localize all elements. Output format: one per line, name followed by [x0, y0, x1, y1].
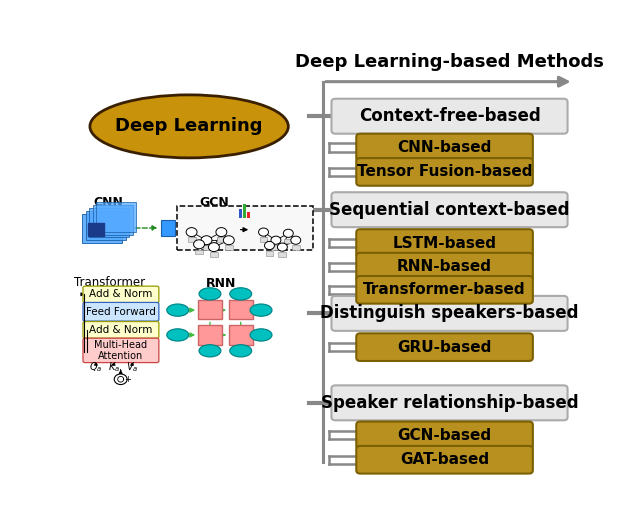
- Text: LSTM-based: LSTM-based: [392, 235, 497, 251]
- Circle shape: [201, 235, 212, 244]
- FancyBboxPatch shape: [161, 220, 175, 236]
- Text: GCN: GCN: [199, 196, 228, 209]
- Ellipse shape: [199, 345, 221, 357]
- FancyBboxPatch shape: [239, 209, 242, 218]
- FancyBboxPatch shape: [188, 238, 196, 242]
- Ellipse shape: [250, 304, 272, 316]
- FancyBboxPatch shape: [332, 296, 568, 331]
- Ellipse shape: [199, 288, 221, 300]
- Circle shape: [264, 241, 275, 250]
- FancyBboxPatch shape: [218, 238, 225, 242]
- Text: Tensor Fusion-based: Tensor Fusion-based: [357, 164, 532, 180]
- FancyBboxPatch shape: [86, 211, 125, 240]
- Circle shape: [284, 229, 293, 238]
- FancyBboxPatch shape: [177, 206, 313, 250]
- FancyBboxPatch shape: [272, 246, 280, 250]
- FancyBboxPatch shape: [97, 202, 136, 232]
- Circle shape: [193, 240, 205, 249]
- Text: Distinguish speakers-based: Distinguish speakers-based: [320, 305, 579, 323]
- Ellipse shape: [230, 288, 252, 300]
- Circle shape: [223, 235, 234, 244]
- Text: Deep Learning: Deep Learning: [115, 117, 263, 135]
- FancyBboxPatch shape: [266, 251, 273, 256]
- Text: Add & Norm: Add & Norm: [89, 325, 152, 335]
- Ellipse shape: [167, 329, 189, 341]
- Text: Transformer: Transformer: [74, 276, 145, 289]
- Ellipse shape: [167, 304, 189, 316]
- FancyBboxPatch shape: [93, 205, 132, 234]
- Circle shape: [271, 236, 281, 244]
- Text: GCN-based: GCN-based: [397, 428, 492, 443]
- FancyBboxPatch shape: [278, 252, 286, 257]
- Ellipse shape: [90, 95, 288, 158]
- Circle shape: [209, 243, 220, 252]
- FancyBboxPatch shape: [356, 253, 533, 280]
- FancyBboxPatch shape: [332, 385, 568, 420]
- FancyBboxPatch shape: [260, 238, 268, 242]
- Text: RNN-based: RNN-based: [397, 259, 492, 274]
- Text: Add & Norm: Add & Norm: [89, 289, 152, 299]
- FancyBboxPatch shape: [83, 338, 159, 363]
- FancyBboxPatch shape: [83, 303, 159, 321]
- FancyBboxPatch shape: [229, 300, 253, 319]
- FancyBboxPatch shape: [90, 208, 129, 238]
- FancyBboxPatch shape: [356, 276, 533, 304]
- FancyBboxPatch shape: [356, 229, 533, 257]
- Text: $K_a$: $K_a$: [108, 360, 120, 374]
- FancyBboxPatch shape: [202, 246, 211, 250]
- FancyBboxPatch shape: [88, 223, 104, 236]
- FancyBboxPatch shape: [356, 446, 533, 474]
- Circle shape: [186, 228, 197, 237]
- FancyBboxPatch shape: [356, 134, 533, 162]
- Circle shape: [216, 228, 227, 237]
- Text: Context-free-based: Context-free-based: [358, 107, 540, 125]
- FancyBboxPatch shape: [195, 250, 203, 254]
- FancyBboxPatch shape: [246, 212, 250, 218]
- Text: $Q_a$: $Q_a$: [89, 360, 102, 374]
- FancyBboxPatch shape: [332, 192, 568, 227]
- Circle shape: [291, 236, 301, 244]
- FancyBboxPatch shape: [332, 99, 568, 134]
- FancyBboxPatch shape: [356, 421, 533, 449]
- Text: Transformer-based: Transformer-based: [364, 282, 526, 297]
- FancyBboxPatch shape: [83, 214, 122, 243]
- Ellipse shape: [230, 345, 252, 357]
- FancyBboxPatch shape: [83, 322, 159, 338]
- Text: GRU-based: GRU-based: [397, 340, 492, 355]
- FancyBboxPatch shape: [243, 204, 246, 218]
- FancyBboxPatch shape: [210, 252, 218, 257]
- FancyBboxPatch shape: [229, 325, 253, 345]
- Text: Sequential context-based: Sequential context-based: [329, 201, 570, 219]
- FancyBboxPatch shape: [284, 239, 292, 243]
- Text: Deep Learning-based Methods: Deep Learning-based Methods: [295, 53, 604, 71]
- Text: CNN: CNN: [94, 196, 124, 209]
- Text: RNN: RNN: [206, 277, 237, 290]
- FancyBboxPatch shape: [356, 158, 533, 186]
- Text: CNN-based: CNN-based: [397, 140, 492, 155]
- Text: +: +: [124, 375, 131, 384]
- Circle shape: [259, 228, 269, 236]
- Text: Speaker relationship-based: Speaker relationship-based: [321, 394, 579, 412]
- Text: Feed Forward: Feed Forward: [86, 307, 156, 317]
- Text: GAT-based: GAT-based: [400, 452, 489, 467]
- FancyBboxPatch shape: [198, 325, 222, 345]
- Text: Multi-Head
Attention: Multi-Head Attention: [94, 340, 147, 361]
- FancyBboxPatch shape: [356, 333, 533, 361]
- FancyBboxPatch shape: [292, 246, 300, 250]
- FancyBboxPatch shape: [83, 286, 159, 303]
- Ellipse shape: [250, 329, 272, 341]
- Circle shape: [277, 243, 287, 251]
- Text: $V_a$: $V_a$: [126, 360, 138, 374]
- FancyBboxPatch shape: [225, 246, 233, 250]
- FancyBboxPatch shape: [198, 300, 222, 319]
